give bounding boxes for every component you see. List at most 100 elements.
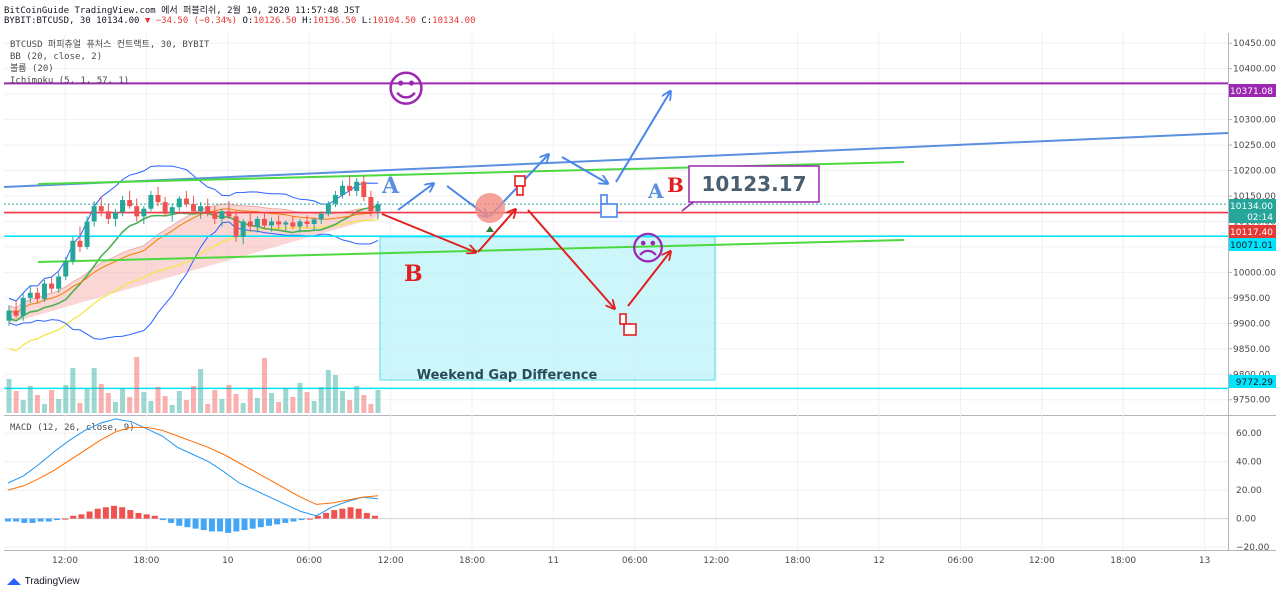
- candle-body: [20, 297, 26, 316]
- legend-ichimoku: Ichimoku (5, 1, 57, 1): [10, 76, 129, 86]
- time-tick-label: 12:00: [52, 556, 78, 566]
- volume-bar: [283, 388, 289, 413]
- price-tick-label: 10450.00: [1233, 39, 1276, 49]
- bb-lower-band: [8, 221, 379, 340]
- candle-body: [141, 208, 147, 217]
- weekend-gap-label: Weekend Gap Difference: [417, 368, 598, 383]
- time-tick-label: 12:00: [378, 556, 404, 566]
- candle-body: [361, 181, 367, 198]
- label-ab-a: A: [647, 179, 664, 203]
- blue-trendline[interactable]: [3, 132, 1229, 188]
- last-price: 10134.00: [96, 16, 140, 26]
- macd-hist-bar: [290, 518, 297, 522]
- time-axis[interactable]: 12:00 18:00 10 06:00 12:00 18:00 11 06:00 12:00 1…: [52, 556, 1210, 566]
- macd-hist-bar: [159, 518, 166, 521]
- tag-cyan-bg: [1229, 238, 1276, 251]
- macd-hist-bar: [135, 512, 142, 519]
- tag-purple-bg: [1229, 84, 1276, 97]
- arrow-blue-4[interactable]: [561, 156, 607, 183]
- arrow-red-3[interactable]: [527, 209, 614, 308]
- macd-hist-bar: [102, 507, 109, 519]
- low-value: 10104.50: [372, 16, 416, 26]
- candle-body: [6, 310, 12, 321]
- candle-body: [84, 221, 90, 247]
- volume-bar: [290, 397, 296, 413]
- volume-bar: [226, 385, 232, 413]
- ichimoku-base-line: [8, 205, 379, 322]
- hand-pointer-red-up-icon: [514, 175, 526, 196]
- candle-body: [332, 194, 338, 204]
- price-tick-label: 10400.00: [1233, 65, 1276, 75]
- volume-bar: [169, 405, 175, 413]
- volume-bar: [361, 395, 367, 413]
- candle-body: [247, 221, 253, 227]
- target-circle[interactable]: [475, 193, 505, 223]
- macd-tick-label: 20.00: [1236, 486, 1262, 496]
- macd-hist-bar: [225, 518, 232, 533]
- volume-bar: [112, 402, 118, 413]
- price-change: ▼ −34.50 (−0.34%): [144, 16, 238, 26]
- arrow-red-1[interactable]: [381, 213, 475, 252]
- volume-bar: [176, 391, 182, 413]
- price-tick-label: 10250.00: [1233, 141, 1276, 151]
- macd-histogram: [5, 505, 378, 533]
- candle-body: [49, 283, 55, 289]
- time-tick-label: 12:00: [703, 556, 729, 566]
- candle-body: [162, 202, 168, 214]
- volume-bar: [205, 404, 211, 413]
- volume-bar: [27, 386, 33, 413]
- candle-body: [233, 216, 239, 237]
- volume-bar: [325, 370, 331, 413]
- time-tick-label: 10: [222, 556, 234, 566]
- macd-axis[interactable]: −20.00 0.00 20.00 40.00 60.00: [1236, 429, 1270, 553]
- tradingview-logo[interactable]: TradingView: [6, 576, 80, 587]
- price-callout-box[interactable]: [688, 165, 820, 203]
- tag-gap-bg: [1229, 375, 1276, 388]
- volume-bar: [340, 391, 346, 413]
- macd-hist-bar: [306, 518, 313, 520]
- ohlc-line: BYBIT:BTCUSD, 30 10134.00 ▼ −34.50 (−0.3…: [4, 16, 476, 26]
- candle-body: [112, 212, 118, 219]
- time-tick-label: 18:00: [459, 556, 485, 566]
- label-a: A: [381, 173, 400, 199]
- arrow-blue-1[interactable]: [397, 184, 433, 211]
- macd-hist-bar: [323, 512, 330, 519]
- candles: [6, 175, 381, 326]
- label-b: B: [404, 261, 423, 287]
- candle-body: [70, 240, 76, 262]
- macd-pane[interactable]: [4, 416, 1228, 550]
- candle-body: [134, 206, 140, 217]
- macd-hist-bar: [363, 512, 370, 519]
- macd-hist-bar: [62, 518, 69, 520]
- legend-volume: 볼륨 (20): [10, 63, 54, 74]
- time-tick-label: 18:00: [1110, 556, 1136, 566]
- macd-hist-bar: [282, 518, 289, 523]
- macd-hist-bar: [208, 518, 215, 532]
- macd-hist-bar: [355, 508, 362, 519]
- arrow-blue-5[interactable]: [615, 92, 670, 183]
- macd-hist-bar: [143, 514, 150, 519]
- footer: TradingView: [0, 572, 1280, 594]
- publish-line: BitCoinGuide TradingView.com 에서 퍼블리쉬, 2월…: [4, 6, 360, 16]
- macd-hist-bar: [241, 518, 248, 531]
- volume-bar: [198, 369, 204, 413]
- candle-body: [254, 218, 260, 227]
- macd-hist-bar: [111, 505, 118, 519]
- signal-line: [7, 426, 379, 505]
- volume-bar: [155, 387, 161, 413]
- candle-body: [169, 207, 175, 214]
- tag-current-bg: [1229, 199, 1276, 223]
- arrow-red-2[interactable]: [477, 210, 515, 253]
- volume-bar: [347, 400, 353, 413]
- legend-macd: MACD (12, 26, close, 9): [10, 423, 135, 433]
- candle-body: [219, 211, 225, 219]
- candle-body: [269, 221, 275, 226]
- chart-canvas[interactable]: A B A B 10123.17 Weekend Gap Difference …: [0, 30, 1280, 572]
- tag-countdown: 02:14: [1247, 213, 1273, 223]
- tag-red-bg: [1229, 225, 1276, 238]
- macd-hist-bar: [94, 508, 101, 519]
- arrow-red-4[interactable]: [627, 252, 670, 307]
- time-tick-label: 12: [873, 556, 884, 566]
- volume-bar: [240, 403, 246, 413]
- macd-hist-bar: [119, 507, 126, 519]
